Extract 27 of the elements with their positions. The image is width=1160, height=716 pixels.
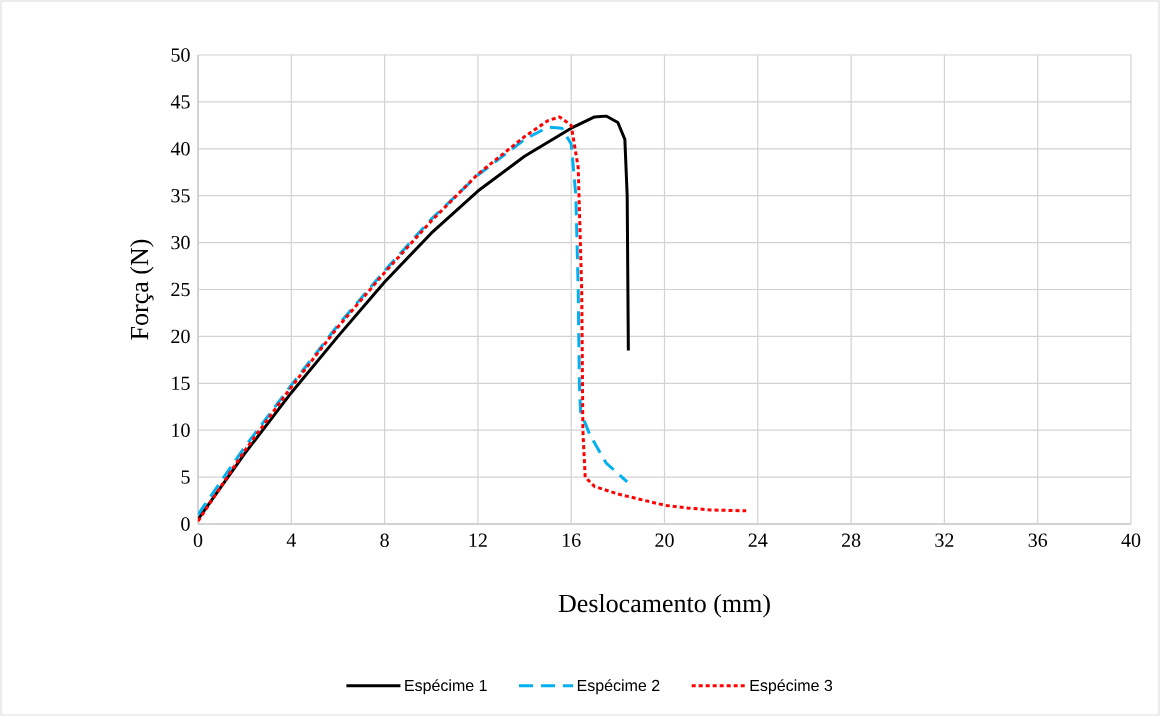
y-axis-title: Força (N) <box>130 239 154 340</box>
x-tick-label: 0 <box>193 533 203 548</box>
x-tick-label: 12 <box>469 533 487 547</box>
y-tick-label: 15 <box>172 376 190 390</box>
y-tick-label: 35 <box>171 188 190 203</box>
y-tick-label: 20 <box>171 329 190 344</box>
y-tick-label: 5 <box>181 470 190 484</box>
x-axis-title: Deslocamento (mm) <box>558 593 770 618</box>
x-tick-label: 24 <box>748 533 768 547</box>
y-tick-label: 30 <box>171 235 190 250</box>
x-tick-label: 8 <box>380 533 389 548</box>
x-tick-label: 36 <box>1028 533 1048 547</box>
y-tick-label: 40 <box>170 142 190 156</box>
x-tick-label: 40 <box>1121 533 1141 548</box>
x-tick-label: 4 <box>286 533 296 547</box>
legend-label: Espécime 3 <box>750 679 833 695</box>
y-tick-label: 0 <box>181 517 190 531</box>
y-tick-label: 25 <box>171 282 190 297</box>
x-tick-label: 28 <box>841 533 861 548</box>
x-tick-label: 20 <box>655 533 674 548</box>
y-tick-label: 10 <box>172 423 190 437</box>
legend-label: Espécime 2 <box>577 679 660 695</box>
y-tick-label: 45 <box>170 95 190 109</box>
y-tick-label: 50 <box>171 48 190 62</box>
legend-label: Espécime 1 <box>405 679 487 695</box>
x-tick-label: 32 <box>935 533 954 547</box>
x-tick-label: 16 <box>562 533 581 547</box>
